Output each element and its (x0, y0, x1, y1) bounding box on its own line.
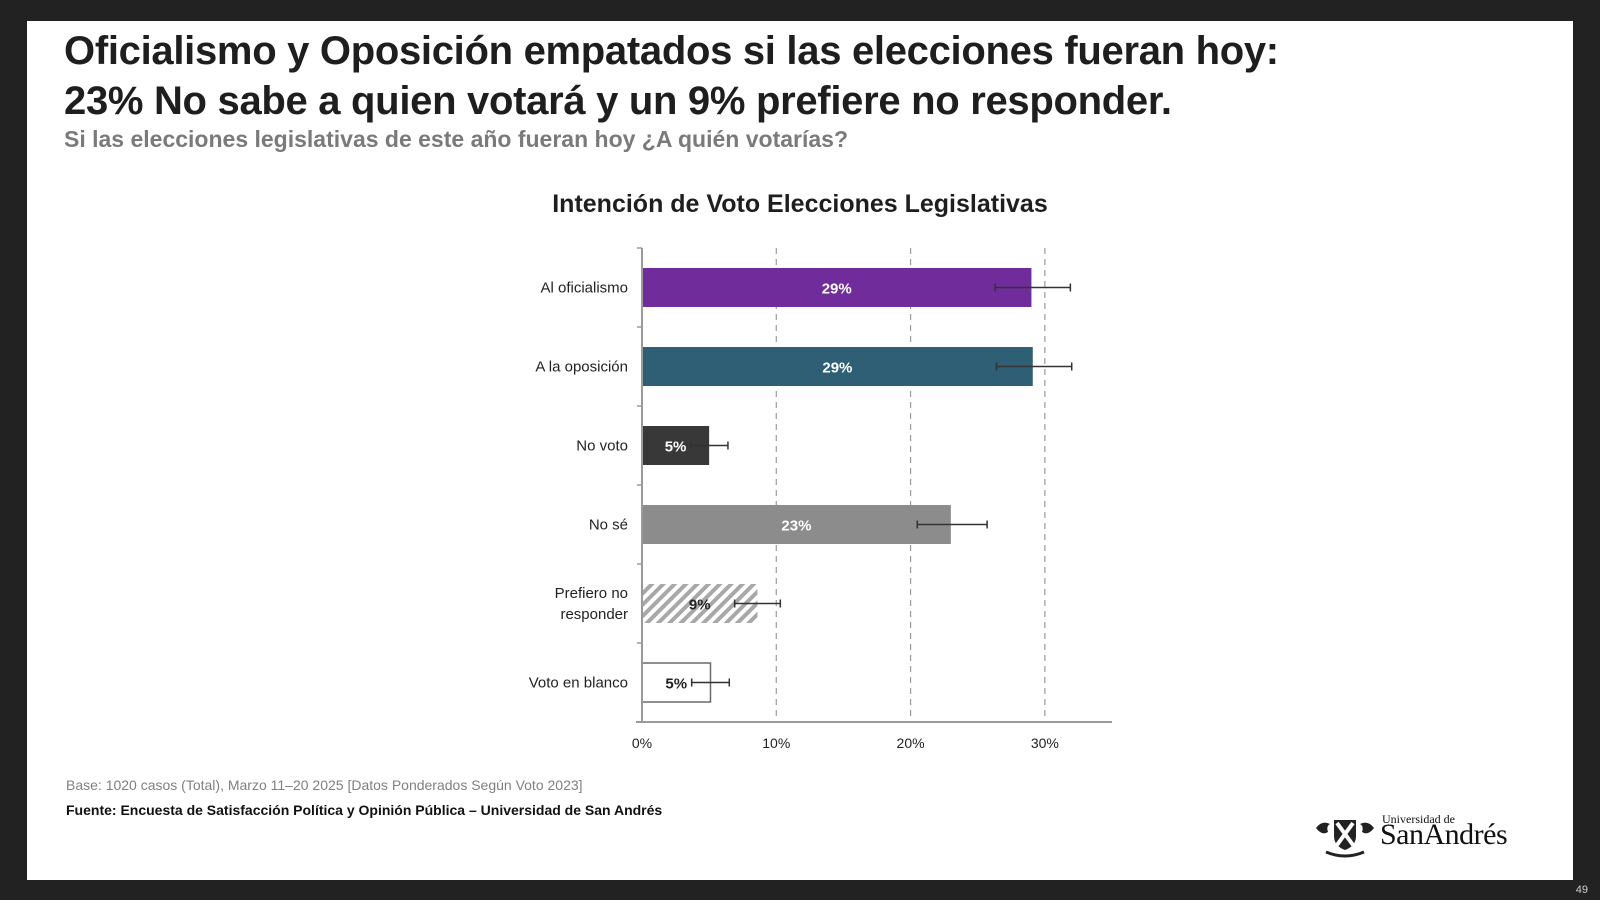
slide (27, 21, 1573, 880)
category-label: No voto (576, 438, 628, 455)
footer-source: Fuente: Encuesta de Satisfacción Polític… (66, 802, 663, 818)
data-label: 23% (781, 518, 811, 535)
x-tick-label: 10% (762, 735, 790, 751)
category-label: Al oficialismo (540, 280, 628, 297)
logo-text-small: Universidad de (1382, 812, 1455, 826)
category-label: Voto en blanco (529, 675, 628, 692)
category-label: responder (560, 606, 628, 623)
bars (641, 268, 1033, 703)
bar (642, 505, 951, 544)
footer-base-note: Base: 1020 casos (Total), Marzo 11–20 20… (66, 777, 583, 793)
data-label: 29% (822, 360, 852, 377)
bar (642, 347, 1033, 386)
bar (642, 268, 1032, 307)
logo-text-big: SanAndrés (1380, 818, 1508, 851)
crest-icon (1316, 820, 1374, 858)
data-label: 9% (689, 597, 711, 614)
data-label: 5% (665, 676, 687, 693)
slide-title-line-1: Oficialismo y Oposición empatados si las… (64, 29, 1279, 73)
slide-title: Oficialismo y Oposición empatados si las… (64, 26, 1279, 126)
category-label: A la oposición (535, 359, 628, 376)
category-label: Prefiero no (555, 585, 628, 602)
data-label: 29% (822, 281, 852, 298)
category-label: No sé (589, 517, 628, 534)
university-logo: Universidad de SanAndrés (1312, 812, 1527, 860)
labels: 0% 10% 20% 30% Al oficialismo 29% A la oposici… (529, 280, 1073, 751)
grid-lines (775, 248, 1046, 722)
x-tick-label: 30% (1031, 735, 1059, 751)
slide-subtitle: Si las elecciones legislativas de este a… (64, 126, 848, 152)
page-number: 49 (1575, 884, 1588, 896)
axes (636, 247, 1112, 723)
chart-title: Intención de Voto Elecciones Legislativa… (552, 190, 1048, 218)
data-label: 5% (665, 439, 687, 456)
x-tick-label: 20% (897, 735, 925, 751)
slide-title-line-2: 23% No sabe a quien votará y un 9% prefi… (64, 79, 1172, 123)
x-tick-label: 0% (632, 735, 652, 751)
